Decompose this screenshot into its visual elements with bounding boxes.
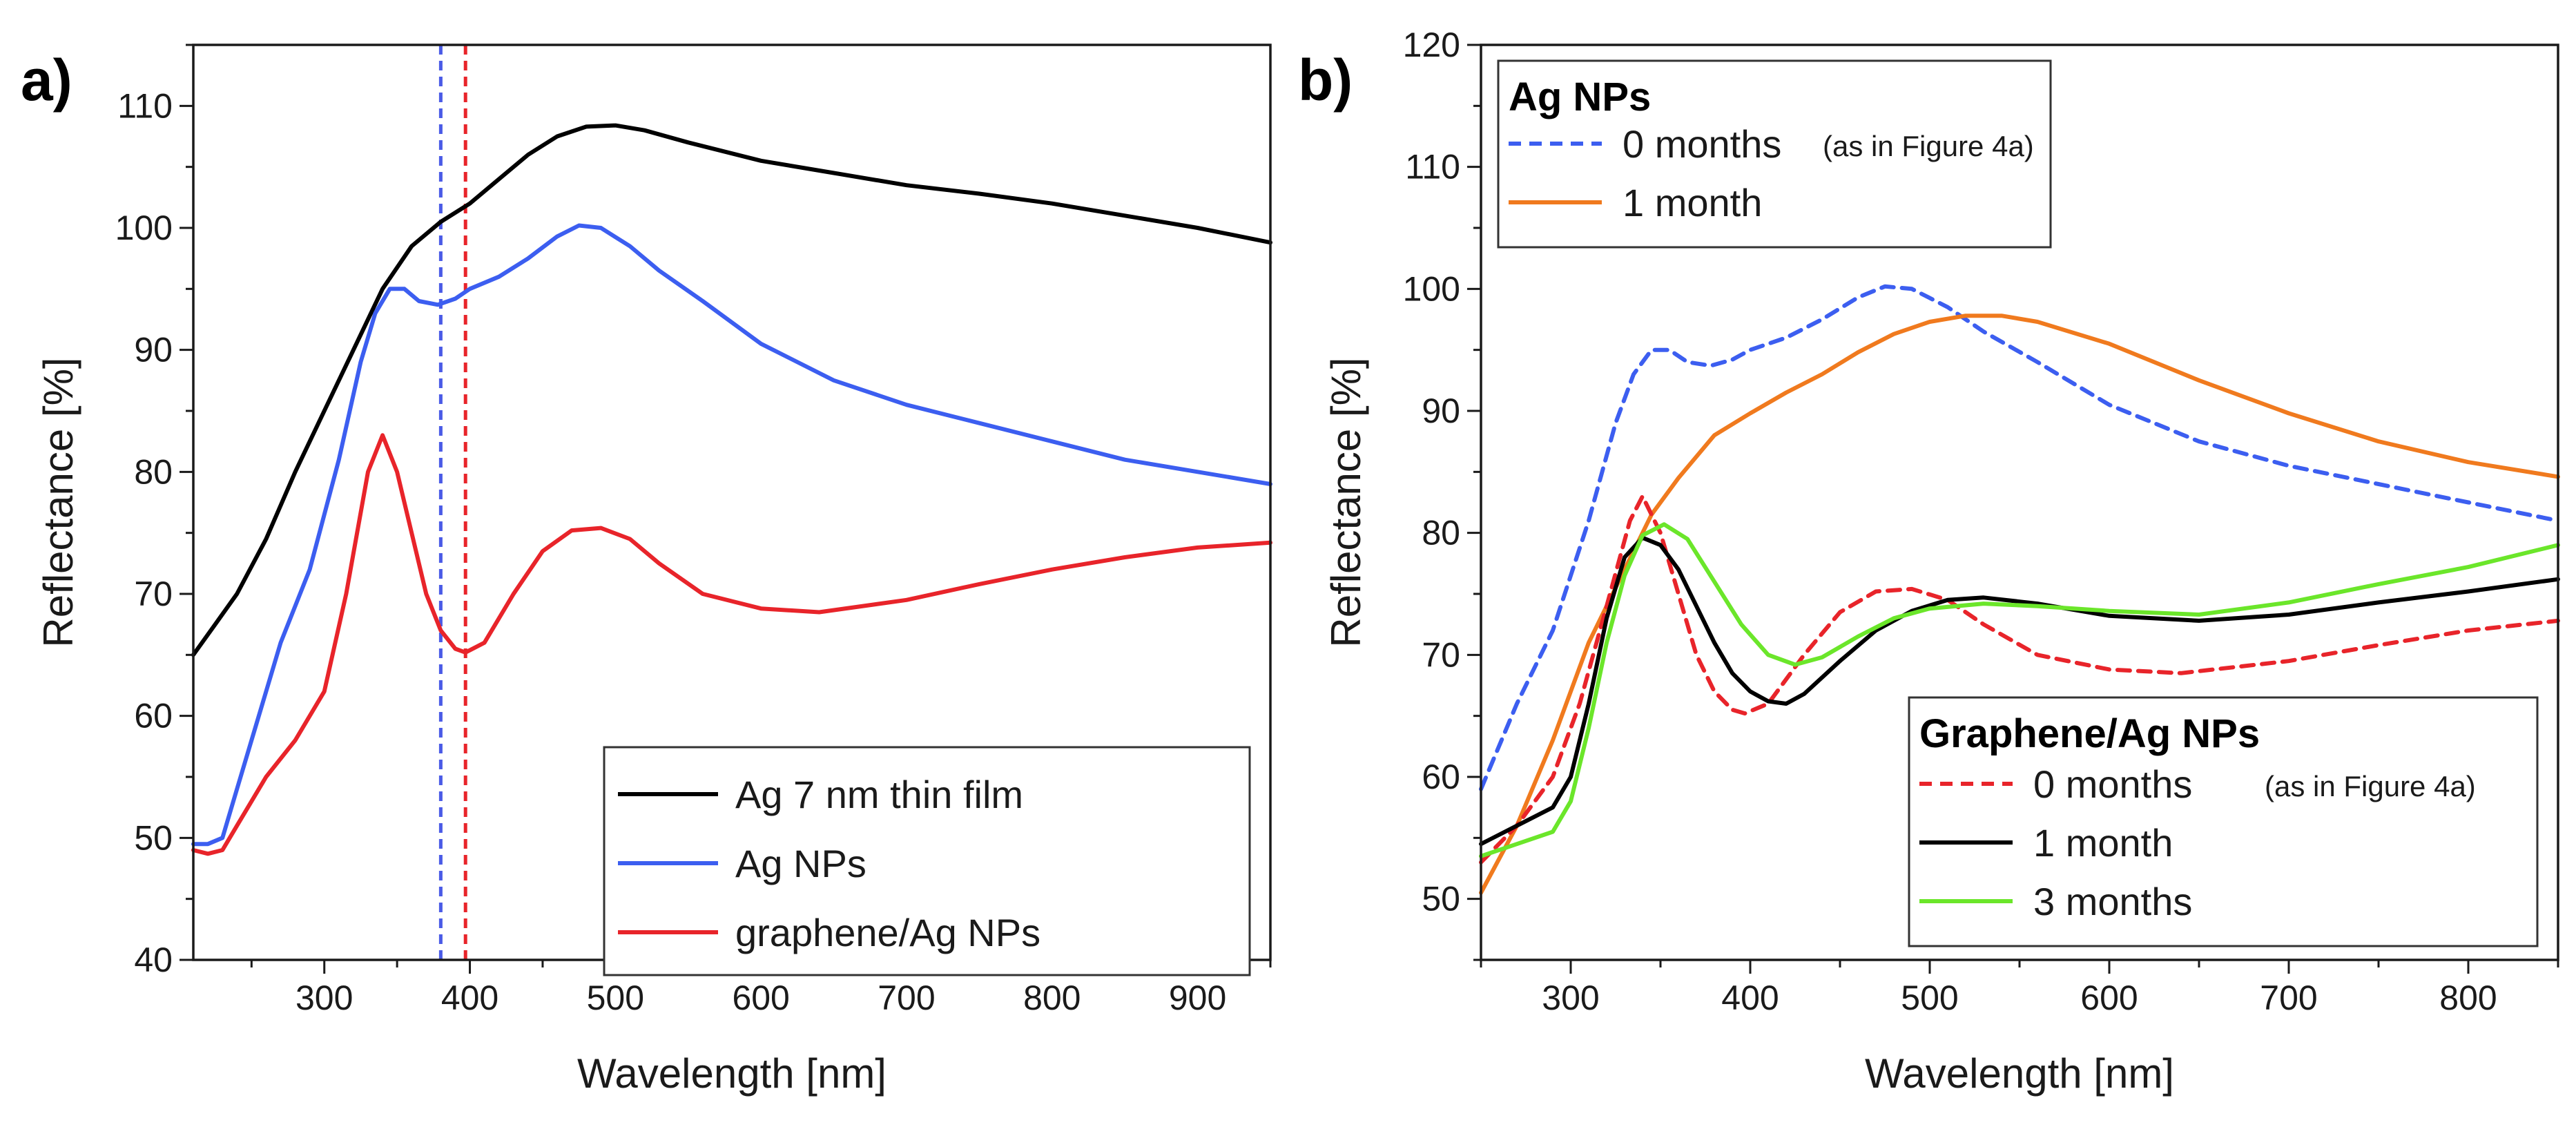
x-tick-label: 800 (2439, 979, 2497, 1017)
panel-a-legend: Ag 7 nm thin film Ag NPs graphene/Ag NPs (603, 746, 1251, 976)
panel-b-y-ticks: 50 60 70 80 90 100 110 120 (1403, 26, 1481, 961)
series-line-graphene-ag-nps (191, 433, 1272, 856)
legend-box (1497, 59, 2052, 249)
x-tick-label: 700 (878, 979, 935, 1017)
x-tick-label: 600 (732, 979, 789, 1017)
panel-b-x-ticks: 300 400 500 600 700 800 (1480, 960, 2559, 1017)
y-tick-label: 90 (1422, 392, 1460, 430)
y-tick-label: 80 (134, 452, 173, 491)
y-tick-label: 80 (1422, 514, 1460, 552)
series-line-ag-7-nm-thin-film (191, 123, 1272, 657)
panel-b: b) 300 400 500 600 700 800 50 60 70 80 90 100 110 12… (1298, 26, 2560, 1097)
y-tick-label: 50 (134, 818, 173, 857)
legend-title: Graphene/Ag NPs (1919, 711, 2260, 756)
panel-a-x-axis-title: Wavelength [nm] (577, 1050, 887, 1097)
panel-a: a) 300 400 500 600 700 800 900 40 50 60 70 80 90 100… (21, 44, 1272, 1097)
x-tick-label: 500 (1901, 979, 1958, 1017)
series-line-ag-nps (191, 223, 1272, 847)
legend-label-graphene-ag-nps: graphene/Ag NPs (735, 911, 1040, 954)
legend-note: (as in Figure 4a) (1823, 130, 2034, 162)
panel-b-series-group (1479, 284, 2560, 895)
legend-label-1-month: 1 month (1623, 181, 1762, 224)
x-tick-label: 300 (1542, 979, 1599, 1017)
x-tick-label: 500 (587, 979, 644, 1017)
y-tick-label: 110 (1405, 148, 1460, 186)
x-tick-label: 800 (1023, 979, 1081, 1017)
panel-b-y-axis-title: Reflectance [%] (1323, 357, 1369, 647)
y-tick-label: 110 (117, 86, 173, 125)
panel-a-reference-lines (438, 45, 467, 960)
y-tick-label: 120 (1403, 26, 1460, 64)
y-tick-label: 60 (1422, 758, 1460, 796)
legend-title: Ag NPs (1509, 75, 1651, 119)
legend-box (1908, 696, 2539, 947)
x-tick-label: 400 (441, 979, 498, 1017)
y-tick-label: 70 (1422, 635, 1460, 674)
y-tick-label: 100 (115, 209, 173, 247)
legend-label-0-months: 0 months (2033, 762, 2192, 806)
y-tick-label: 60 (134, 697, 173, 735)
legend-note: (as in Figure 4a) (2265, 770, 2476, 802)
series-line-graphene-ag-nps-3-months (1479, 522, 2560, 858)
legend-label-ag-7-nm-thin-film: Ag 7 nm thin film (735, 773, 1023, 816)
series-line-ag-nps-0-months (1479, 284, 2560, 791)
panel-b-legend-graphene-ag-nps: Graphene/Ag NPs 0 months (as in Figure 4a)… (1908, 696, 2539, 947)
panel-a-y-ticks: 40 50 60 70 80 90 100 110 (115, 44, 193, 979)
series-line-graphene-ag-nps-1-month (1479, 535, 2560, 847)
panel-a-y-axis-title: Reflectance [%] (35, 357, 81, 647)
series-line-graphene-ag-nps-0-months (1479, 494, 2560, 865)
panel-b-label: b) (1298, 48, 1353, 113)
panel-b-x-axis-title: Wavelength [nm] (1865, 1050, 2174, 1097)
panel-a-x-ticks: 300 400 500 600 700 800 900 (250, 960, 1272, 1017)
y-tick-label: 70 (134, 575, 173, 613)
panel-a-label: a) (21, 48, 72, 113)
legend-label-0-months: 0 months (1623, 122, 1781, 166)
legend-label-ag-nps: Ag NPs (735, 842, 866, 885)
x-tick-label: 900 (1169, 979, 1226, 1017)
x-tick-label: 600 (2080, 979, 2138, 1017)
y-tick-label: 40 (134, 941, 173, 979)
panel-a-series-group (191, 123, 1272, 856)
y-tick-label: 50 (1422, 880, 1460, 918)
y-tick-label: 90 (134, 331, 173, 369)
legend-label-1-month: 1 month (2033, 821, 2173, 865)
x-tick-label: 700 (2260, 979, 2317, 1017)
x-tick-label: 300 (296, 979, 353, 1017)
y-tick-label: 100 (1403, 269, 1460, 308)
legend-label-3-months: 3 months (2033, 880, 2192, 923)
x-tick-label: 400 (1721, 979, 1779, 1017)
